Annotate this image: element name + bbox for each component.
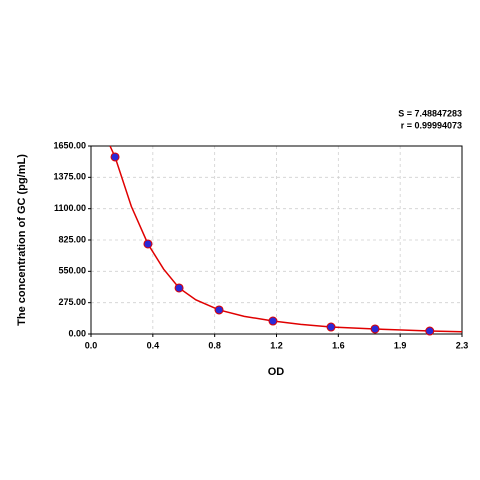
data-point <box>326 322 336 332</box>
y-axis-label: The concentration of GC (pg/mL) <box>16 154 28 326</box>
data-point <box>425 326 435 336</box>
x-tick-label: 0.0 <box>85 340 98 350</box>
plot-frame <box>90 145 463 335</box>
data-point <box>268 316 278 326</box>
data-point <box>174 283 184 293</box>
x-tick-label: 1.9 <box>394 340 407 350</box>
y-tick-label: 1650.00 <box>53 140 86 150</box>
x-tick-label: 1.2 <box>270 340 283 350</box>
y-tick-label: 825.00 <box>58 234 86 244</box>
data-point <box>143 239 153 249</box>
y-tick-label: 0.00 <box>68 328 86 338</box>
stat-s: S = 7.48847283 <box>398 108 462 118</box>
x-tick-label: 0.4 <box>147 340 160 350</box>
data-point <box>214 305 224 315</box>
stat-r: r = 0.99994073 <box>401 120 462 130</box>
y-tick-label: 550.00 <box>58 266 86 276</box>
y-tick-label: 1375.00 <box>53 172 86 182</box>
y-tick-label: 275.00 <box>58 297 86 307</box>
x-axis-label: OD <box>268 366 285 378</box>
x-tick-label: 2.3 <box>456 340 469 350</box>
y-tick-label: 1100.00 <box>54 203 86 213</box>
data-point <box>110 152 120 162</box>
fit-curve <box>109 145 463 333</box>
x-tick-label: 1.6 <box>332 340 345 350</box>
x-tick-label: 0.8 <box>208 340 221 350</box>
data-point <box>370 324 380 334</box>
